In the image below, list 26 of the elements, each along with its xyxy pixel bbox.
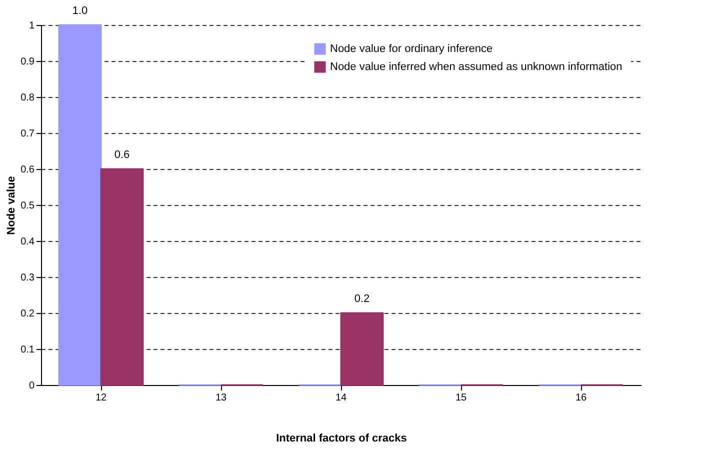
y-tick-label: 0.4 (20, 236, 35, 248)
y-tick-label: 0.1 (20, 344, 35, 356)
y-tick-label: 0.6 (20, 164, 35, 176)
x-tick-label: 12 (95, 392, 107, 404)
data-label: 1.0 (72, 5, 88, 17)
y-tick-label: 0 (28, 380, 35, 392)
y-axis-title: Node value (6, 176, 18, 235)
data-label: 0.2 (354, 293, 370, 305)
legend-label: Node value inferred when assumed as unknown information (330, 61, 622, 73)
y-tick-label: 0.2 (20, 308, 35, 320)
x-tick-label: 14 (335, 392, 347, 404)
x-axis-title: Internal factors of cracks (276, 432, 407, 444)
y-tick-label: 0.7 (20, 128, 35, 140)
y-tick-label: 1 (28, 20, 35, 32)
y-tick-label: 0.3 (20, 272, 35, 284)
y-tick-label: 0.5 (20, 200, 35, 212)
x-tick-label: 16 (575, 392, 587, 404)
legend-label: Node value for ordinary inference (330, 43, 493, 55)
bar (58, 24, 102, 386)
x-tick-label: 13 (215, 392, 227, 404)
x-tick-label: 15 (455, 392, 467, 404)
y-tick-label: 0.9 (20, 56, 35, 68)
bar (100, 168, 144, 386)
bar (340, 312, 384, 386)
y-tick-label: 0.8 (20, 92, 35, 104)
data-label: 0.6 (114, 149, 130, 161)
